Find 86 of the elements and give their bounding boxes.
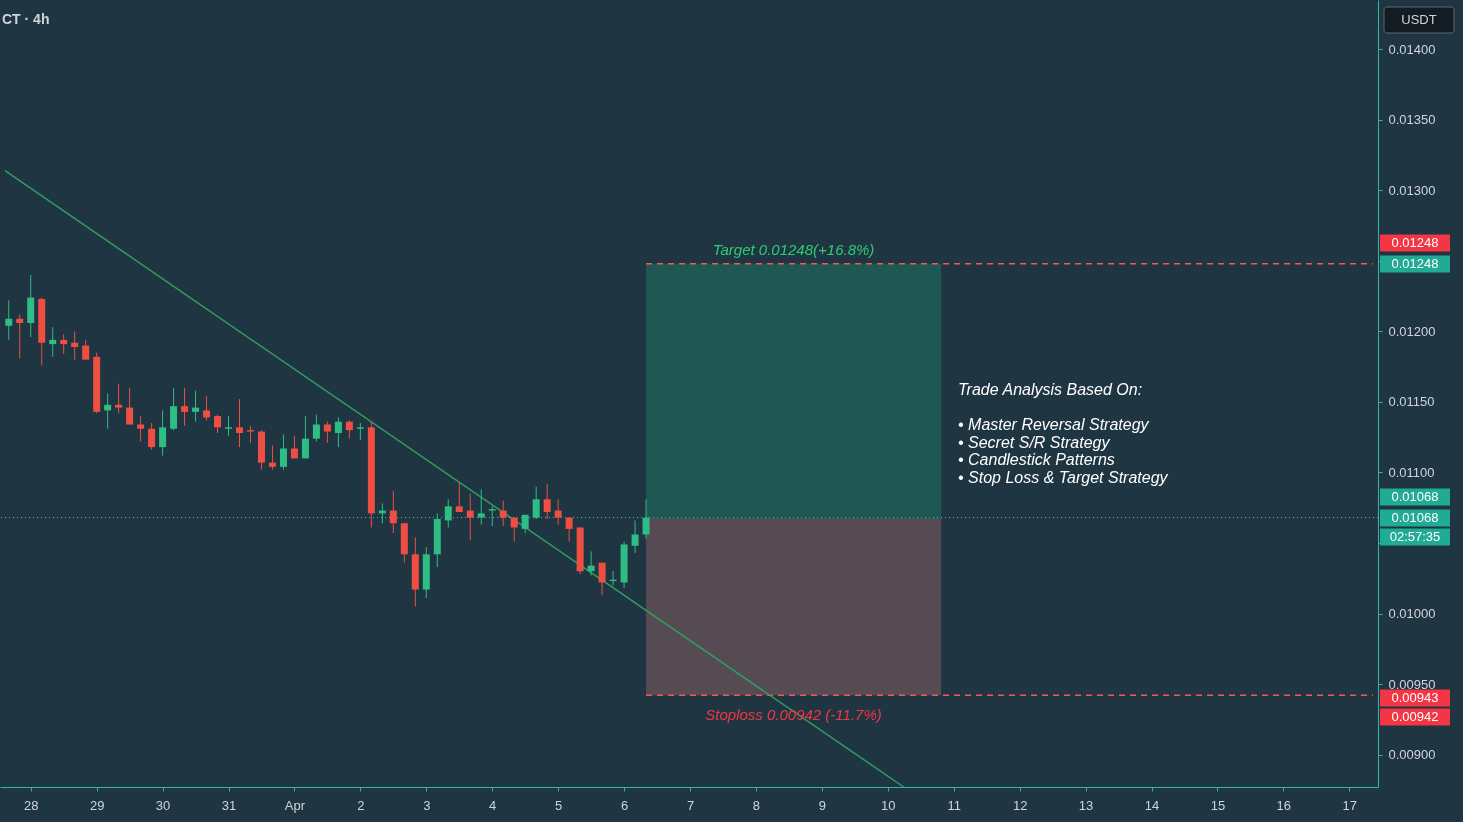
x-tick-label: 8 [752,797,761,813]
y-tick-label: 0.01000 [1388,606,1436,622]
candlestick [598,562,606,596]
candlestick [587,550,595,576]
candlestick [642,498,650,540]
text: 0.01068 [1391,510,1439,525]
candlestick [5,299,13,341]
x-tick-label: 6 [620,797,629,813]
candlestick [554,498,562,526]
x-tick-label: 14 [1144,797,1160,813]
candlestick [181,387,189,427]
x-tick-label: 2 [357,797,365,813]
candlestick [488,505,496,527]
annotation: Trade Analysis Based On: [958,381,1143,398]
y-tick-label: 0.01350 [1388,112,1436,128]
annotation: • Stop Loss & Target Strategy [958,468,1169,486]
candlestick [159,409,167,457]
annotation: • Secret S/R Strategy [958,433,1111,451]
x-tick-label: 5 [555,797,563,813]
text: 0.00942 [1391,709,1439,724]
x-tick-label: 28 [24,797,39,813]
x-tick-label: 16 [1276,797,1292,813]
y-tick-label: 0.01400 [1388,41,1436,57]
candlestick [16,314,24,359]
candlestick [345,419,353,440]
candlestick [477,488,485,526]
candlestick [236,398,243,448]
x-tick-label: 9 [818,797,826,813]
text: 0.01248 [1391,235,1439,250]
candlestick [268,445,276,471]
candlestick [49,326,57,358]
candlestick [225,415,233,437]
candlestick [203,395,211,421]
text: 0.01068 [1391,489,1439,504]
candlestick [323,421,331,444]
x-tick-label: 4 [489,797,497,813]
x-tick-label: 7 [686,797,695,813]
candlestick [466,493,474,541]
annotation: • Candlestick Patterns [958,451,1115,468]
candlestick [170,387,178,431]
candlestick [279,433,287,471]
x-tick-label: 17 [1342,797,1358,813]
x-tick-label: 15 [1210,797,1226,813]
x-tick-label: 29 [89,797,105,813]
x-tick-label: 3 [423,797,431,813]
x-tick-label: 10 [881,797,896,813]
text: 0.01248 [1391,256,1439,271]
candlestick [115,383,123,414]
candlestick [137,415,145,442]
annotation: • Master Reversal Strategy [958,416,1150,433]
x-tick-label: 31 [221,797,237,813]
candlestick [389,490,397,534]
text: 02:57:35 [1389,529,1441,544]
candlestick [312,414,320,442]
candlestick [499,500,507,527]
candlestick [82,339,90,361]
y-tick-label: 0.01100 [1388,464,1435,480]
x-tick-label: 11 [947,797,961,813]
x-tick-label: 30 [155,797,171,813]
candlestick [455,481,463,513]
y-axis-title: USDT [1401,12,1437,27]
x-tick-label: 12 [1012,797,1028,813]
y-tick-label: 0.00900 [1388,747,1436,763]
candlestick [126,387,134,426]
text: 0.00943 [1391,690,1439,705]
y-tick-label: 0.00950 [1388,676,1436,692]
annotation: Target 0.01248(+16.8%) [712,240,875,258]
candlestick [301,415,309,459]
text: CT · 4h [2,11,50,27]
candlestick [543,483,551,520]
candlestick [334,416,342,448]
candlestick [192,390,200,423]
y-tick-label: 0.01150 [1388,394,1435,410]
candlestick [71,330,79,361]
x-tick-label: Apr [284,797,306,813]
candlestick [214,414,222,434]
candlestick [631,519,639,554]
candlestick [444,498,452,528]
candlestick [532,486,540,520]
candlestick [148,422,156,451]
y-tick-label: 0.01200 [1388,323,1436,339]
x-tick-label: 13 [1078,797,1094,813]
annotation: Stoploss 0.00942 (-11.7%) [705,706,882,724]
candlestick [60,333,68,355]
y-tick-label: 0.01300 [1388,182,1436,198]
candlestick [104,393,112,430]
